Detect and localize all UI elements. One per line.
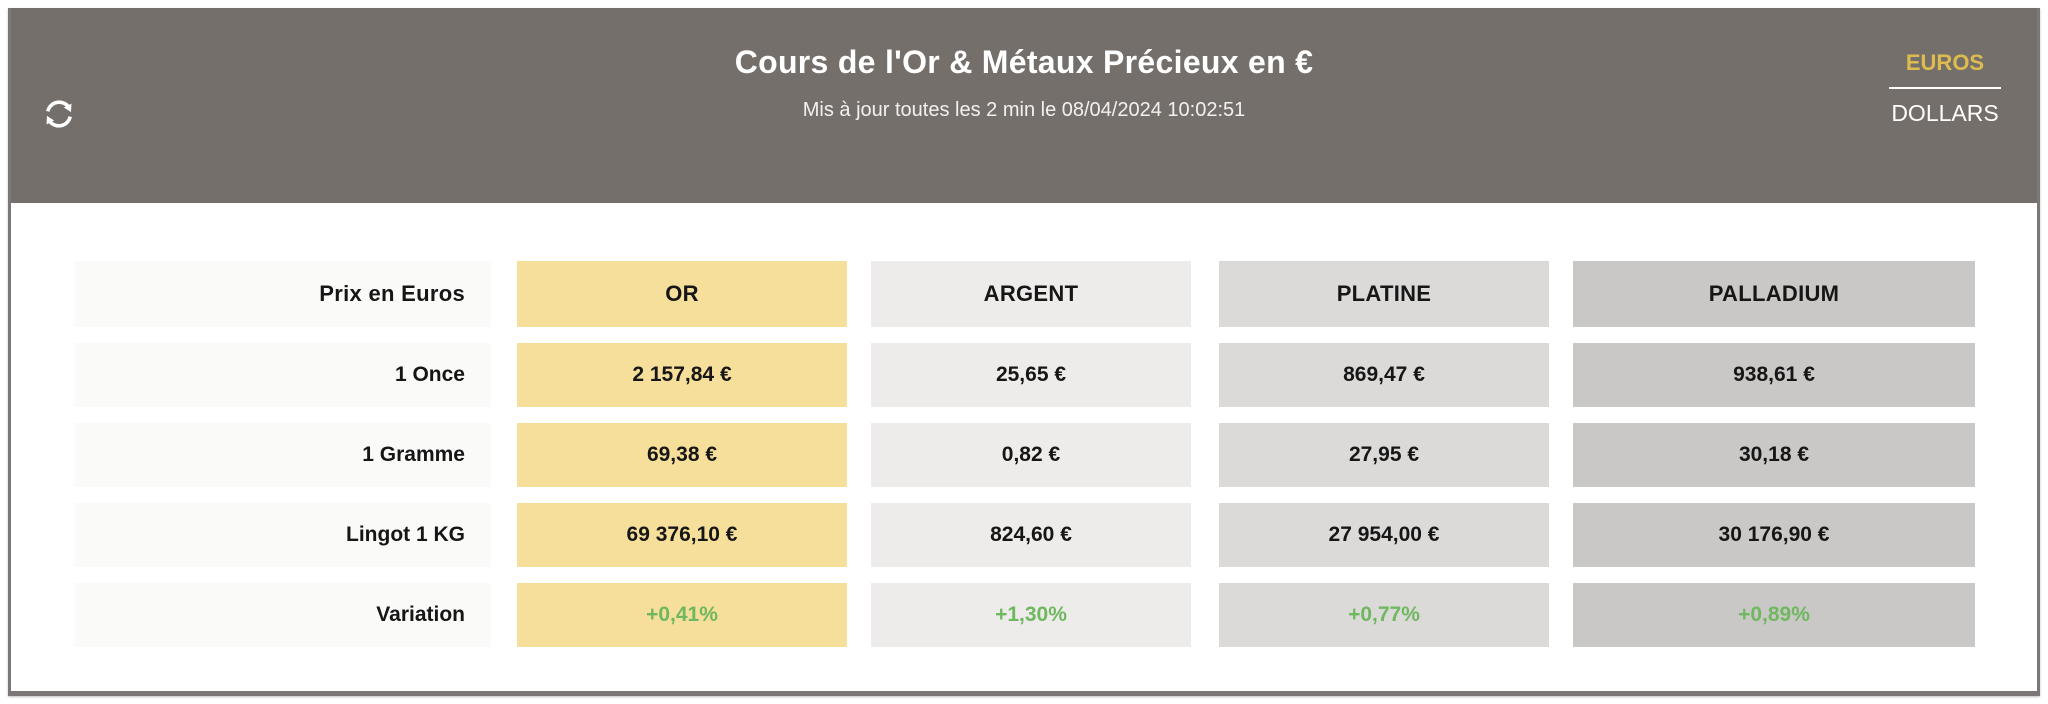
variation-cell-palladium: +0,89% xyxy=(1573,583,1975,647)
price-cell-or: 2 157,84 € xyxy=(517,343,847,407)
table-row-gramme: 1 Gramme 69,38 € 0,82 € 27,95 € 30,18 € xyxy=(75,423,2037,487)
table-row-lingot: Lingot 1 KG 69 376,10 € 824,60 € 27 954,00 … xyxy=(75,503,2037,567)
variation-cell-argent: +1,30% xyxy=(871,583,1191,647)
column-header-palladium: PALLADIUM xyxy=(1573,261,1975,327)
table-header-row: Prix en Euros OR ARGENT PLATINE PALLADIUM xyxy=(75,261,2037,327)
corner-label: Prix en Euros xyxy=(75,261,491,327)
column-header-or: OR xyxy=(517,261,847,327)
variation-cell-platine: +0,77% xyxy=(1219,583,1549,647)
widget-header: Cours de l'Or & Métaux Précieux en € Mis… xyxy=(11,8,2037,203)
row-label-variation: Variation xyxy=(75,583,491,647)
price-cell-platine: 27 954,00 € xyxy=(1219,503,1549,567)
price-cell-platine: 27,95 € xyxy=(1219,423,1549,487)
currency-dollars-button[interactable]: DOLLARS xyxy=(1891,100,1999,126)
row-label-once: 1 Once xyxy=(75,343,491,407)
column-header-argent: ARGENT xyxy=(871,261,1191,327)
column-header-platine: PLATINE xyxy=(1219,261,1549,327)
price-cell-palladium: 938,61 € xyxy=(1573,343,1975,407)
variation-cell-or: +0,41% xyxy=(517,583,847,647)
refresh-icon-glyph xyxy=(46,100,72,128)
price-table: Prix en Euros OR ARGENT PLATINE PALLADIUM 1 O… xyxy=(11,203,2037,647)
price-cell-argent: 824,60 € xyxy=(871,503,1191,567)
currency-divider xyxy=(1889,87,2001,89)
gold-price-widget: Cours de l'Or & Métaux Précieux en € Mis… xyxy=(8,8,2040,696)
price-cell-platine: 869,47 € xyxy=(1219,343,1549,407)
row-label-gramme: 1 Gramme xyxy=(75,423,491,487)
header-center: Cours de l'Or & Métaux Précieux en € Mis… xyxy=(11,8,2037,122)
table-row-once: 1 Once 2 157,84 € 25,65 € 869,47 € 938,61 € xyxy=(75,343,2037,407)
price-cell-or: 69 376,10 € xyxy=(517,503,847,567)
currency-euros-button[interactable]: EUROS xyxy=(1905,50,1985,75)
price-cell-argent: 0,82 € xyxy=(871,423,1191,487)
currency-toggle: EUROS DOLLARS xyxy=(1877,48,2013,128)
price-cell-argent: 25,65 € xyxy=(871,343,1191,407)
price-cell-palladium: 30 176,90 € xyxy=(1573,503,1975,567)
page-title: Cours de l'Or & Métaux Précieux en € xyxy=(734,44,1314,80)
table-row-variation: Variation +0,41% +1,30% +0,77% +0,89% xyxy=(75,583,2037,647)
last-updated-text: Mis à jour toutes les 2 min le 08/04/202… xyxy=(802,99,1246,121)
price-cell-palladium: 30,18 € xyxy=(1573,423,1975,487)
row-label-lingot: Lingot 1 KG xyxy=(75,503,491,567)
refresh-icon[interactable] xyxy=(39,94,79,134)
price-cell-or: 69,38 € xyxy=(517,423,847,487)
